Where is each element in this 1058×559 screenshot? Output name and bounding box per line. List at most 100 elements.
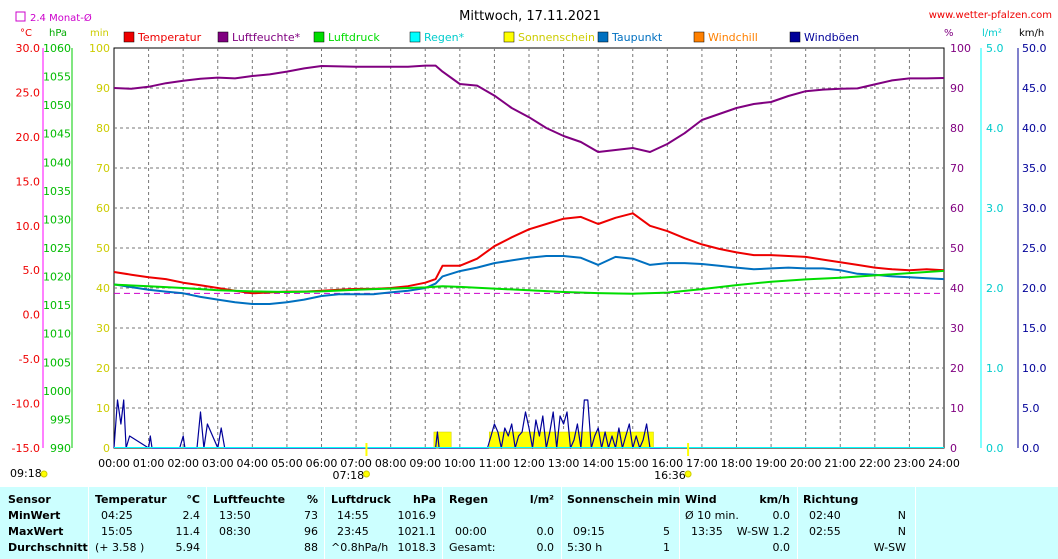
humidity-tick-label: 60 bbox=[950, 202, 964, 215]
humidity-tick-label: 100 bbox=[950, 42, 971, 55]
pressure-tick-label: 1050 bbox=[43, 99, 71, 112]
x-tick-label: 00:00 bbox=[98, 457, 130, 470]
legend-swatch bbox=[693, 31, 705, 43]
x-tick-label: 05:00 bbox=[271, 457, 303, 470]
sunshine-tick-label: 70 bbox=[96, 162, 110, 175]
pressure-tick-label: 1020 bbox=[43, 271, 71, 284]
pressure-tick-label: 1000 bbox=[43, 385, 71, 398]
wind-tick-label: 5.0 bbox=[1022, 402, 1040, 415]
sunshine-unit-label: min bbox=[90, 28, 109, 39]
temp-tick-label: 25.0 bbox=[16, 86, 41, 99]
axes-labels: °C hPa min% l/m² km/h -15.0 -10.0 -5.0 0.0 5.0 10.… bbox=[12, 28, 1047, 455]
x-tick-label: 10:00 bbox=[444, 457, 476, 470]
max-rain-value: 0.0 bbox=[536, 525, 555, 538]
temperature-line bbox=[113, 212, 945, 295]
x-tick-label: 23:00 bbox=[894, 457, 926, 470]
avg-wind-value: 0.0 bbox=[772, 541, 791, 554]
max-wind-value: W-SW 1.2 bbox=[736, 525, 790, 538]
x-tick-label: 22:00 bbox=[859, 457, 891, 470]
header-rain: Regen bbox=[449, 493, 489, 506]
pressure-tick-label: 1040 bbox=[43, 156, 71, 169]
header-wind: Wind bbox=[685, 493, 717, 506]
x-tick-label: 16:00 bbox=[651, 457, 683, 470]
header-sensor: Sensor bbox=[8, 493, 51, 506]
max-temp-value: 11.4 bbox=[175, 525, 201, 538]
monthly-avg-legend-box bbox=[15, 11, 26, 22]
x-tick-label: 08:00 bbox=[375, 457, 407, 470]
avg-hum-value: 88 bbox=[304, 541, 318, 554]
legend-swatch bbox=[789, 31, 801, 43]
monthly-avg-legend-label: 2.4 Monat-Ø bbox=[30, 12, 92, 24]
pressure-tick-label: 1045 bbox=[43, 128, 71, 141]
wind-tick-label: 0.0 bbox=[1022, 442, 1040, 455]
min-hum-time: 13:50 bbox=[219, 509, 251, 522]
min-press-time: 14:55 bbox=[337, 509, 369, 522]
sun-icon bbox=[40, 470, 48, 478]
max-sun-value: 5 bbox=[663, 525, 670, 538]
header-temp-unit: °C bbox=[186, 493, 200, 506]
temp-tick-label: 5.0 bbox=[23, 264, 41, 277]
max-rain-time: 00:00 bbox=[455, 525, 487, 538]
legend-label: Luftfeuchte* bbox=[232, 31, 301, 44]
max-hum-value: 96 bbox=[304, 525, 318, 538]
min-wind-label: Ø 10 min. bbox=[685, 509, 739, 522]
max-dir-value: N bbox=[897, 525, 906, 538]
x-tick-label: 09:00 bbox=[409, 457, 441, 470]
temp-tick-label: -5.0 bbox=[19, 353, 40, 366]
x-tick-label: 06:00 bbox=[306, 457, 338, 470]
header-temp: Temperatur bbox=[95, 493, 167, 506]
humidity-tick-label: 10 bbox=[950, 402, 964, 415]
row-avg-label: Durchschnitt bbox=[8, 541, 88, 554]
x-tick-label: 02:00 bbox=[167, 457, 199, 470]
x-tick-label: 12:00 bbox=[513, 457, 545, 470]
wind-tick-label: 50.0 bbox=[1022, 42, 1047, 55]
temp-tick-label: 20.0 bbox=[16, 131, 41, 144]
avg-rain-value: 0.0 bbox=[536, 541, 555, 554]
pressure-tick-label: 1035 bbox=[43, 185, 71, 198]
temp-tick-label: 0.0 bbox=[23, 309, 41, 322]
header-pressure-unit: hPa bbox=[412, 493, 436, 506]
header-humidity: Luftfeuchte bbox=[213, 493, 286, 506]
sun-event-time: 16:36 bbox=[654, 469, 686, 482]
header-wind-unit: km/h bbox=[759, 493, 790, 506]
avg-sun-time: 5:30 h bbox=[567, 541, 603, 554]
pressure-unit-label: hPa bbox=[49, 28, 67, 39]
min-press-value: 1016.9 bbox=[397, 509, 437, 522]
x-tick-label: 07:00 bbox=[340, 457, 372, 470]
sunshine-tick-label: 20 bbox=[96, 362, 110, 375]
x-tick-label: 17:00 bbox=[686, 457, 718, 470]
sunshine-tick-label: 50 bbox=[96, 242, 110, 255]
legend-swatch bbox=[123, 31, 135, 43]
legend-label: Windböen bbox=[804, 31, 859, 44]
wind-unit-label: km/h bbox=[1019, 28, 1044, 39]
min-temp-time: 04:25 bbox=[101, 509, 133, 522]
temp-tick-label: 15.0 bbox=[16, 175, 41, 188]
max-hum-time: 08:30 bbox=[219, 525, 251, 538]
avg-temp-diff: (+ 3.58 ) bbox=[95, 541, 145, 554]
wind-tick-label: 10.0 bbox=[1022, 362, 1047, 375]
humidity-tick-label: 30 bbox=[950, 322, 964, 335]
pressure-tick-label: 1015 bbox=[43, 299, 71, 312]
max-dir-time: 02:55 bbox=[809, 525, 841, 538]
source-link[interactable]: www.wetter-pfalzen.com bbox=[929, 10, 1052, 21]
max-sun-time: 09:15 bbox=[573, 525, 605, 538]
humidity-tick-label: 20 bbox=[950, 362, 964, 375]
sunshine-tick-label: 0 bbox=[103, 442, 110, 455]
max-press-value: 1021.1 bbox=[397, 525, 437, 538]
humidity-tick-label: 90 bbox=[950, 82, 964, 95]
x-tick-label: 13:00 bbox=[548, 457, 580, 470]
wind-tick-label: 15.0 bbox=[1022, 322, 1047, 335]
x-tick-label: 15:00 bbox=[617, 457, 649, 470]
avg-press-value: 1018.3 bbox=[397, 541, 437, 554]
legend-label: Luftdruck bbox=[328, 31, 380, 44]
rain-tick-label: 1.0 bbox=[986, 362, 1004, 375]
sun-event-time: 09:18 bbox=[10, 467, 42, 480]
x-tick-label: 11:00 bbox=[479, 457, 511, 470]
max-temp-time: 15:05 bbox=[101, 525, 133, 538]
x-tick-label: 19:00 bbox=[755, 457, 787, 470]
header-pressure: Luftdruck bbox=[331, 493, 391, 506]
rain-tick-label: 4.0 bbox=[986, 122, 1004, 135]
sun-icon bbox=[684, 470, 692, 478]
legend-label: Temperatur bbox=[137, 31, 202, 44]
chart-title: Mittwoch, 17.11.2021 bbox=[459, 9, 601, 24]
